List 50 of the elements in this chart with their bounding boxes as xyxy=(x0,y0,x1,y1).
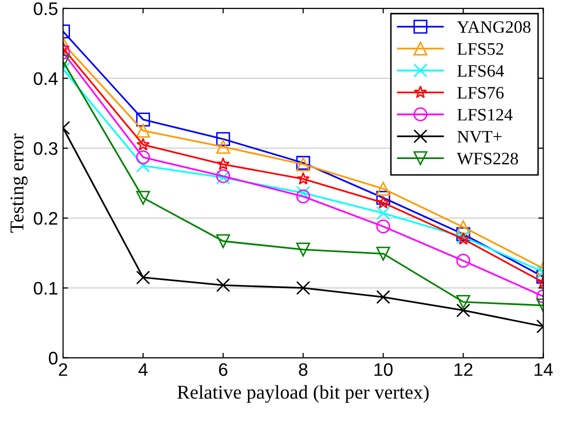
x-tick-label: 6 xyxy=(219,363,228,376)
y-tick-label: 0.3 xyxy=(34,142,58,155)
point xyxy=(296,242,310,256)
point xyxy=(216,132,230,146)
point xyxy=(376,220,390,234)
point xyxy=(376,206,390,220)
y-tick-label: 0.1 xyxy=(34,282,58,295)
x-tick-label: 8 xyxy=(298,363,308,376)
point xyxy=(136,112,150,126)
y-axis-title: Testing error xyxy=(10,134,28,233)
legend-label: WFS228 xyxy=(456,152,518,165)
point xyxy=(456,227,470,242)
point xyxy=(456,303,470,318)
point xyxy=(136,158,150,173)
y-tick-label: 0.2 xyxy=(34,212,58,225)
legend-label: LFS124 xyxy=(457,108,513,121)
x-tick-label: 2 xyxy=(58,363,68,376)
point xyxy=(216,157,230,170)
point xyxy=(376,182,390,196)
x-tick-label: 4 xyxy=(138,363,148,376)
point xyxy=(296,281,310,295)
point xyxy=(376,290,390,304)
point xyxy=(376,246,390,261)
legend-label: LFS52 xyxy=(457,43,504,55)
point xyxy=(136,270,150,284)
point xyxy=(136,190,150,205)
legend-label: NVT+ xyxy=(457,130,502,143)
legend-label: LFS64 xyxy=(457,65,504,77)
point xyxy=(216,278,230,292)
x-axis-title: Relative payload (bit per vertex) xyxy=(177,385,429,403)
legend-label: YANG208 xyxy=(457,21,530,33)
point xyxy=(376,190,390,205)
y-tick-label: 0.4 xyxy=(34,72,58,86)
point xyxy=(376,196,390,208)
point xyxy=(216,234,230,248)
y-tick-label: 0.5 xyxy=(34,2,58,16)
point xyxy=(216,140,230,154)
point xyxy=(456,294,470,309)
x-tick-label: 12 xyxy=(454,363,472,376)
point xyxy=(456,220,470,234)
x-tick-label: 14 xyxy=(534,363,553,376)
point xyxy=(136,150,150,164)
point xyxy=(296,186,310,200)
point xyxy=(456,254,470,268)
legend-label: LFS76 xyxy=(457,87,504,99)
point xyxy=(296,189,310,204)
x-tick-label: 10 xyxy=(374,363,393,376)
point xyxy=(296,172,310,185)
y-tick-label: 0 xyxy=(48,352,58,365)
point xyxy=(136,124,150,138)
